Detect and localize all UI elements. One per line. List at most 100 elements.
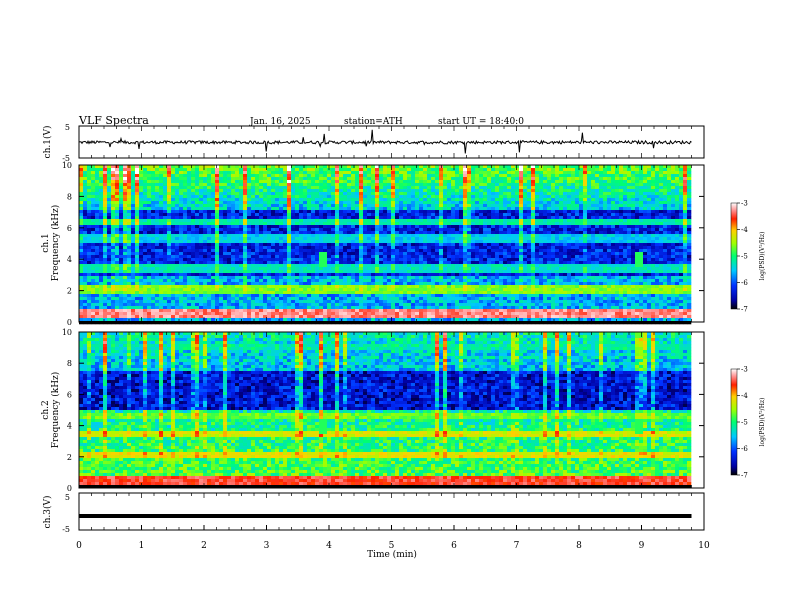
spectrogram-cell <box>319 216 324 220</box>
spectrogram-cell <box>671 207 676 211</box>
spectrogram-cell <box>283 201 288 205</box>
spectrogram-cell <box>427 192 432 196</box>
spectrogram-cell <box>147 210 152 214</box>
spectrogram-cell <box>155 204 160 208</box>
spectrogram-cell <box>135 180 140 184</box>
spectrogram-cell <box>339 189 344 193</box>
spectrogram-cell <box>339 222 344 226</box>
spectrogram-cell <box>307 231 312 235</box>
spectrogram-cell <box>671 237 676 241</box>
spectrogram-cell <box>287 237 292 241</box>
spectrogram-cell <box>527 231 532 235</box>
spectrogram-cell <box>123 219 128 223</box>
spectrogram-cell <box>115 201 120 205</box>
spectrogram-cell <box>335 240 340 244</box>
spectrogram-cell <box>623 213 628 217</box>
spectrogram-cell <box>291 228 296 232</box>
spectrogram-cell <box>315 195 320 199</box>
spectrogram-cell <box>243 246 248 250</box>
spectrogram-cell <box>643 195 648 199</box>
spectrogram-cell <box>539 231 544 235</box>
spectrogram-cell <box>547 225 552 229</box>
spectrogram-cell <box>459 174 464 178</box>
spectrogram-cell <box>647 234 652 238</box>
spectrogram-cell <box>167 204 172 208</box>
spectrogram-cell <box>375 237 380 241</box>
spectrogram-cell <box>503 231 508 235</box>
spectrogram-cell <box>379 222 384 226</box>
spectrogram-cell <box>415 174 420 178</box>
spectrogram-cell <box>247 234 252 238</box>
spectrogram-cell <box>567 249 572 253</box>
spectrogram-cell <box>207 207 212 211</box>
spectrogram-cell <box>479 165 484 169</box>
spectrogram-cell <box>479 246 484 250</box>
spectrogram-cell <box>91 246 96 250</box>
spectrogram-cell <box>271 180 276 184</box>
spectrogram-cell <box>619 252 624 256</box>
spectrogram-cell <box>659 213 664 217</box>
spectrogram-cell <box>367 231 372 235</box>
spectrogram-cell <box>187 207 192 211</box>
spectrogram-cell <box>663 168 668 172</box>
spectrogram-cell <box>91 234 96 238</box>
spectrogram-cell <box>183 207 188 211</box>
spectrogram-cell <box>239 249 244 253</box>
spectrogram-cell <box>459 258 464 262</box>
spectrogram-cell <box>451 180 456 184</box>
spectrogram-cell <box>515 174 520 178</box>
spectrogram-cell <box>279 198 284 202</box>
spectrogram-cell <box>171 186 176 190</box>
spectrogram-cell <box>391 231 396 235</box>
spectrogram-cell <box>383 177 388 181</box>
spectrogram-cell <box>383 204 388 208</box>
spectrogram-cell <box>623 192 628 196</box>
spectrogram-cell <box>423 171 428 175</box>
spectrogram-cell <box>391 213 396 217</box>
spectrogram-cell <box>151 219 156 223</box>
spectrogram-cell <box>375 240 380 244</box>
spectrogram-cell <box>207 225 212 229</box>
spectrogram-cell <box>107 255 112 259</box>
spectrogram-cell <box>171 195 176 199</box>
spectrogram-cell <box>527 195 532 199</box>
spectrogram-cell <box>575 258 580 262</box>
spectrogram-cell <box>527 234 532 238</box>
spectrogram-cell <box>83 192 88 196</box>
spectrogram-cell <box>79 207 84 211</box>
spectrogram-cell <box>579 204 584 208</box>
spectrogram-cell <box>623 240 628 244</box>
spectrogram-cell <box>511 201 516 205</box>
spectrogram-cell <box>203 252 208 256</box>
spectrogram-cell <box>547 177 552 181</box>
spectrogram-cell <box>359 204 364 208</box>
spectrogram-cell <box>655 231 660 235</box>
spectrogram-cell <box>447 192 452 196</box>
spectrogram-cell <box>139 249 144 253</box>
spectrogram-cell <box>543 255 548 259</box>
spectrogram-cell <box>515 243 520 247</box>
spectrogram-cell <box>603 243 608 247</box>
spectrogram-cell <box>407 252 412 256</box>
spectrogram-cell <box>435 183 440 187</box>
spectrogram-cell <box>307 180 312 184</box>
spectrogram-cell <box>375 192 380 196</box>
spectrogram-cell <box>171 204 176 208</box>
spectrogram-cell <box>383 168 388 172</box>
spectrogram-cell <box>91 174 96 178</box>
spectrogram-cell <box>523 204 528 208</box>
spectrogram-cell <box>95 225 100 229</box>
spectrogram-cell <box>687 249 692 253</box>
spectrogram-cell <box>311 258 316 262</box>
spectrogram-cell <box>195 255 200 259</box>
spectrogram-cell <box>515 183 520 187</box>
spectrogram-cell <box>423 183 428 187</box>
spectrogram-cell <box>663 228 668 232</box>
spectrogram-cell <box>95 237 100 241</box>
spectrogram-cell <box>191 210 196 214</box>
spectrogram-cell <box>683 234 688 238</box>
spectrogram-cell <box>311 180 316 184</box>
spectrogram-cell <box>79 177 84 181</box>
spectrogram-cell <box>679 228 684 232</box>
spectrogram-cell <box>527 225 532 229</box>
